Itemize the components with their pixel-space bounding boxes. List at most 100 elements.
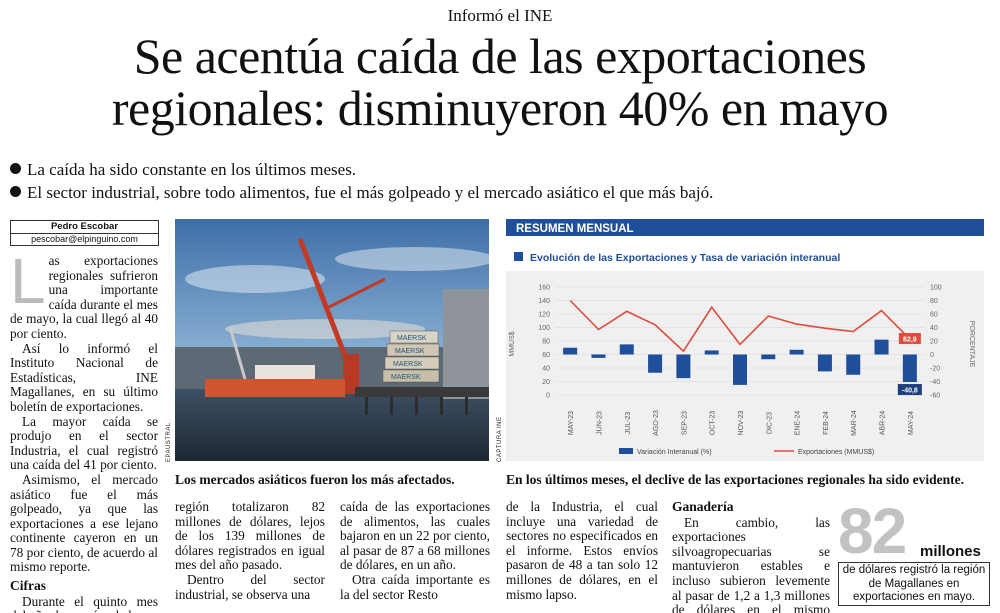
y-left-tick: 140 bbox=[538, 298, 550, 305]
x-tick-label: ABR-24 bbox=[880, 411, 887, 436]
chart-header: RESUMEN MENSUAL bbox=[516, 223, 634, 235]
line-label-box bbox=[898, 333, 921, 345]
x-tick-label: FEB-24 bbox=[823, 411, 830, 435]
article-column-2: región totalizaron 82 millones de dólare… bbox=[175, 500, 325, 613]
bullet-text: El sector industrial, sobre todo aliment… bbox=[27, 183, 714, 202]
bar-last-label: -40,8 bbox=[902, 388, 918, 395]
y-right-tick: 80 bbox=[930, 298, 938, 305]
author-name: Pedro Escobar bbox=[11, 221, 158, 234]
container-label: MAERSK bbox=[397, 335, 427, 342]
paragraph: as exportaciones regionales sufrieron un… bbox=[10, 254, 158, 341]
bar bbox=[591, 354, 606, 358]
exports-line bbox=[569, 299, 911, 353]
x-tick-label: ENE-24 bbox=[795, 411, 802, 436]
bar bbox=[789, 349, 804, 355]
x-tick-label: NOV-23 bbox=[738, 410, 745, 435]
paragraph: Dentro del sector industrial, se observa… bbox=[175, 571, 325, 602]
y-left-tick: 100 bbox=[538, 325, 550, 332]
kicker: Informó el INE bbox=[447, 6, 553, 25]
headline-line-1: Se acentúa caída de las exportaciones bbox=[133, 28, 867, 84]
y-right-tick: -40 bbox=[930, 379, 940, 386]
paragraph: Asimismo, el mercado asiático fue el más… bbox=[10, 471, 158, 575]
y-left-label: MMUS$ bbox=[509, 331, 516, 356]
y-left-tick: 60 bbox=[542, 352, 550, 359]
legend-bar-swatch bbox=[619, 448, 633, 454]
subheading-cifras: Cifras bbox=[10, 578, 46, 594]
author-email[interactable]: pescobar@elpinguino.com bbox=[31, 234, 138, 244]
chart-box: RESUMEN MENSUAL Evolución de las Exporta… bbox=[506, 219, 984, 461]
article-column-1: L as exportaciones regionales sufrieron … bbox=[10, 254, 158, 613]
chart-title: Evolución de las Exportaciones y Tasa de… bbox=[530, 252, 840, 264]
x-tick-label: SEP-23 bbox=[681, 411, 688, 435]
paragraph: caída de las exportaciones de alimentos,… bbox=[340, 500, 490, 573]
chart-header-bar bbox=[506, 219, 984, 236]
title-square-icon bbox=[514, 252, 523, 261]
summary-bullets: La caída ha sido constante en los último… bbox=[10, 158, 713, 204]
bar bbox=[704, 350, 719, 355]
y-left-tick: 80 bbox=[542, 339, 550, 346]
y-right-tick: -20 bbox=[930, 366, 940, 373]
container-label: MAERSK bbox=[395, 348, 425, 355]
x-tick-label: MAY-24 bbox=[908, 411, 915, 435]
bar bbox=[846, 354, 861, 375]
y-right-tick: 20 bbox=[930, 339, 938, 346]
paragraph: En cambio, las exportaciones silvoagrope… bbox=[672, 514, 830, 613]
port-photo: MAERSK MAERSK MAERSK MAERSK bbox=[175, 219, 489, 461]
article-column-4: de la Industria, el cual incluye una var… bbox=[506, 500, 658, 613]
article-column-3: caída de las exportaciones de alimentos,… bbox=[340, 500, 490, 613]
legend-bar-label: Variación Interanual (%) bbox=[637, 449, 712, 456]
subheading-ganaderia: Ganadería bbox=[672, 500, 734, 514]
big-number-unit: millones bbox=[920, 543, 981, 560]
y-left-tick: 160 bbox=[538, 285, 550, 292]
paragraph: de la Industria, el cual incluye una var… bbox=[506, 500, 658, 602]
chart-caption: En los últimos meses, el declive de las … bbox=[506, 472, 964, 487]
bullet-text: La caída ha sido constante en los último… bbox=[27, 160, 357, 179]
bullet-1: La caída ha sido constante en los último… bbox=[10, 158, 713, 181]
line-last-label: 82,9 bbox=[903, 337, 917, 344]
x-tick-label: DIC-23 bbox=[766, 412, 773, 434]
bar bbox=[648, 354, 663, 373]
y-right-tick: 60 bbox=[930, 312, 938, 319]
headline-line-2: regionales: disminuyeron 40% en mayo bbox=[111, 80, 889, 136]
y-left-tick: 20 bbox=[542, 379, 550, 386]
paragraph: Durante el quinto mes del año, los envío… bbox=[10, 593, 158, 613]
photo-credit: EPAUSTRAL bbox=[166, 422, 172, 462]
paragraph: La mayor caída se produjo en el sector I… bbox=[10, 413, 158, 473]
legend-line-label: Exportaciones (MMUS$) bbox=[798, 449, 874, 456]
paragraph: región totalizaron 82 millones de dólare… bbox=[175, 500, 325, 573]
bar bbox=[761, 354, 776, 360]
drop-cap: L bbox=[10, 254, 46, 317]
chart-credit: CAPTURA INE bbox=[497, 416, 503, 462]
container-label: MAERSK bbox=[393, 361, 423, 368]
byline-box: Pedro Escobar pescobar@elpinguino.com bbox=[10, 220, 159, 246]
x-tick-label: MAY-23 bbox=[568, 411, 575, 435]
bullet-dot-icon bbox=[10, 163, 21, 174]
big-number: 82 bbox=[838, 495, 907, 567]
x-tick-label: MAR-24 bbox=[851, 410, 858, 436]
x-tick-label: OCT-23 bbox=[710, 411, 717, 436]
photo-caption: Los mercados asiáticos fueron los más af… bbox=[175, 472, 455, 487]
y-right-tick: 100 bbox=[930, 285, 942, 292]
bar bbox=[563, 347, 578, 355]
y-right-tick: 40 bbox=[930, 325, 938, 332]
x-tick-label: AGO-23 bbox=[653, 410, 660, 436]
article-column-5: Ganadería En cambio, las exportaciones s… bbox=[672, 500, 830, 613]
paragraph: Otra caída importante es la del sector R… bbox=[340, 571, 490, 602]
bullet-2: El sector industrial, sobre todo aliment… bbox=[10, 181, 713, 204]
y-left-tick: 120 bbox=[538, 312, 550, 319]
bar-label-box bbox=[897, 384, 922, 396]
exports-chart: RESUMEN MENSUAL Evolución de las Exporta… bbox=[506, 219, 984, 461]
bar bbox=[676, 354, 691, 379]
bar bbox=[817, 354, 832, 372]
bar bbox=[902, 354, 917, 383]
bullet-dot-icon bbox=[10, 186, 21, 197]
paragraph: Así lo informó el Instituto Nacional de … bbox=[10, 340, 158, 414]
y-left-tick: 40 bbox=[542, 366, 550, 373]
fact-box: de dólares registró la región de Magalla… bbox=[838, 562, 990, 606]
y-right-tick: -60 bbox=[930, 393, 940, 400]
bar bbox=[874, 339, 889, 355]
x-tick-label: JUN-23 bbox=[596, 411, 603, 435]
bar bbox=[733, 354, 747, 385]
x-tick-label: JUL-23 bbox=[625, 412, 632, 435]
bar bbox=[619, 344, 634, 355]
